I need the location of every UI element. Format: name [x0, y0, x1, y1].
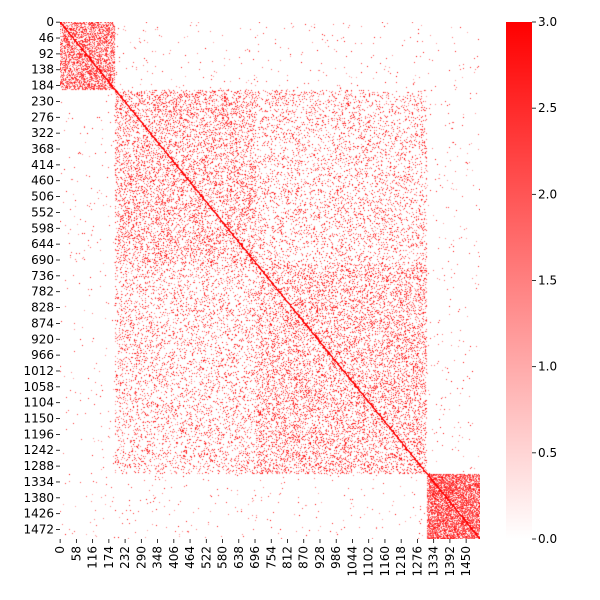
- row-tick-label: 368: [31, 142, 54, 156]
- row-tick-label: 138: [31, 63, 54, 77]
- row-tick-label: 1426: [23, 507, 54, 521]
- row-tick-label: 1472: [23, 523, 54, 537]
- column-tick-label: 116: [86, 546, 100, 569]
- column-tick-label: 1276: [410, 546, 424, 577]
- row-tick-label: 1104: [23, 396, 54, 410]
- colorbar-tick-label: 2.0: [538, 187, 557, 201]
- column-tick-label: 0: [53, 546, 67, 554]
- column-tick-label: 1392: [443, 546, 457, 577]
- row-tick-label: 414: [31, 158, 54, 172]
- row-tick-label: 1242: [23, 443, 54, 457]
- row-tick-label: 598: [31, 221, 54, 235]
- column-tick-label: 464: [183, 546, 197, 569]
- row-tick-label: 874: [31, 316, 54, 330]
- column-tick-label: 522: [199, 546, 213, 569]
- column-tick-label: 232: [118, 546, 132, 569]
- column-tick-label: 58: [69, 546, 83, 561]
- colorbar-tick-label: 0.0: [538, 532, 557, 546]
- row-tick-label: 782: [31, 285, 54, 299]
- row-tick-label: 1380: [23, 491, 54, 505]
- row-tick-label: 460: [31, 174, 54, 188]
- column-tick-label: 1044: [345, 546, 359, 577]
- row-tick-label: 1288: [23, 459, 54, 473]
- row-tick-label: 322: [31, 126, 54, 140]
- colorbar-tick-label: 0.5: [538, 446, 557, 460]
- row-tick-label: 966: [31, 348, 54, 362]
- row-tick-label: 1150: [23, 412, 54, 426]
- row-tick-label: 1012: [23, 364, 54, 378]
- column-tick-label: 290: [134, 546, 148, 569]
- colorbar-tick-label: 2.5: [538, 101, 557, 115]
- column-tick-label: 986: [329, 546, 343, 569]
- column-tick-label: 754: [264, 546, 278, 569]
- column-tick-label: 348: [151, 546, 165, 569]
- row-tick-label: 552: [31, 205, 54, 219]
- column-tick-label: 406: [167, 546, 181, 569]
- column-tick-label: 1102: [362, 546, 376, 577]
- colorbar-tick-label: 1.5: [538, 274, 557, 288]
- colorbar-axis: 0.0 0.5 1.0 1.5 2.0 2.5 3.0: [532, 15, 557, 546]
- row-tick-label: 276: [31, 110, 54, 124]
- column-tick-label: 1334: [427, 546, 441, 577]
- row-tick-label: 1196: [23, 427, 54, 441]
- column-axis: 0 58 116 174 232 290 348 406 464 522 580 638 696 754 8…: [53, 539, 473, 577]
- column-tick-label: 1160: [378, 546, 392, 577]
- column-tick-label: 1218: [394, 546, 408, 577]
- column-tick-label: 696: [248, 546, 262, 569]
- column-tick-label: 580: [216, 546, 230, 569]
- row-tick-label: 46: [39, 31, 54, 45]
- row-tick-label: 1058: [23, 380, 54, 394]
- column-tick-label: 928: [313, 546, 327, 569]
- row-tick-label: 92: [39, 47, 54, 61]
- colorbar: [506, 22, 532, 539]
- row-tick-label: 506: [31, 190, 54, 204]
- row-tick-label: 690: [31, 253, 54, 267]
- colorbar-tick-label: 3.0: [538, 15, 557, 29]
- column-tick-label: 870: [297, 546, 311, 569]
- row-tick-label: 736: [31, 269, 54, 283]
- row-tick-label: 920: [31, 332, 54, 346]
- row-tick-label: 184: [31, 79, 54, 93]
- row-tick-label: 1334: [23, 475, 54, 489]
- column-tick-label: 638: [232, 546, 246, 569]
- row-tick-label: 644: [31, 237, 54, 251]
- heatmap-cells: [60, 22, 480, 539]
- row-tick-label: 230: [31, 94, 54, 108]
- row-tick-label: 0: [46, 15, 54, 29]
- colorbar-tick-label: 1.0: [538, 360, 557, 374]
- column-tick-label: 1450: [459, 546, 473, 577]
- row-tick-label: 828: [31, 301, 54, 315]
- column-tick-label: 812: [281, 546, 295, 569]
- column-tick-label: 174: [102, 546, 116, 569]
